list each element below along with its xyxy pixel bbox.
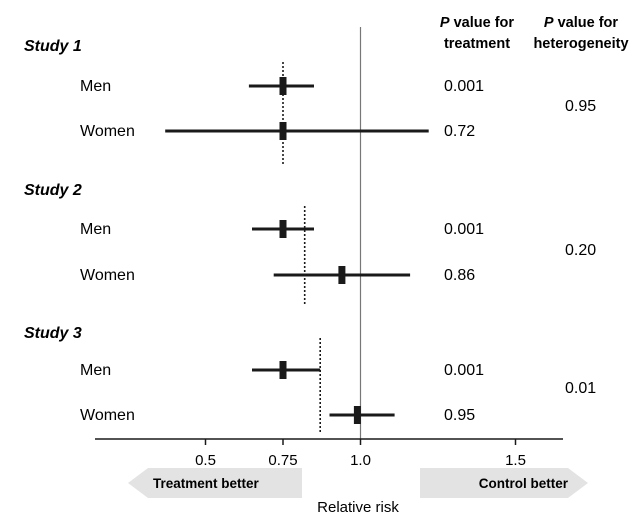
subgroup-label: Women xyxy=(80,407,135,424)
header-treatment-p: P xyxy=(440,15,450,31)
point-estimate-marker xyxy=(338,266,346,284)
subgroup-label: Men xyxy=(80,78,111,95)
study-title: Study 3 xyxy=(24,325,82,342)
x-tick-label: 0.5 xyxy=(195,452,216,469)
point-estimate-marker xyxy=(353,406,361,424)
p-heterogeneity-value: 0.01 xyxy=(565,380,596,397)
subgroup-label: Men xyxy=(80,362,111,379)
treatment-better-arrow xyxy=(128,468,302,498)
p-treatment-value: 0.95 xyxy=(444,407,475,424)
point-estimate-marker xyxy=(279,361,287,379)
subgroup-label: Women xyxy=(80,267,135,284)
p-heterogeneity-value: 0.95 xyxy=(565,98,596,115)
point-estimate-marker xyxy=(279,122,287,140)
subgroup-label: Men xyxy=(80,221,111,238)
control-better-label: Control better xyxy=(479,476,569,491)
header-treatment-line1: P value for xyxy=(440,15,514,31)
x-tick-label: 1.0 xyxy=(350,452,371,469)
subgroup-label: Women xyxy=(80,123,135,140)
p-treatment-value: 0.86 xyxy=(444,267,475,284)
study-title: Study 1 xyxy=(24,38,82,55)
point-estimate-marker xyxy=(279,77,287,95)
p-treatment-value: 0.001 xyxy=(444,362,484,379)
study-title: Study 2 xyxy=(24,182,82,199)
header-treatment-value-for: value for xyxy=(450,15,515,31)
control-better-arrow xyxy=(420,468,588,498)
header-heterogeneity-line2: heterogeneity xyxy=(533,36,628,52)
header-treatment-line2: treatment xyxy=(444,36,510,52)
header-heterogeneity-value-for: value for xyxy=(554,15,619,31)
p-treatment-value: 0.001 xyxy=(444,78,484,95)
p-heterogeneity-value: 0.20 xyxy=(565,242,596,259)
x-tick-label: 1.5 xyxy=(505,452,526,469)
point-estimate-marker xyxy=(279,220,287,238)
p-treatment-value: 0.001 xyxy=(444,221,484,238)
header-heterogeneity-p: P xyxy=(544,15,554,31)
header-heterogeneity-line1: P value for xyxy=(544,15,618,31)
x-axis-title: Relative risk xyxy=(317,499,399,516)
treatment-better-label: Treatment better xyxy=(153,476,260,491)
p-treatment-value: 0.72 xyxy=(444,123,475,140)
x-tick-label: 0.75 xyxy=(268,452,297,469)
